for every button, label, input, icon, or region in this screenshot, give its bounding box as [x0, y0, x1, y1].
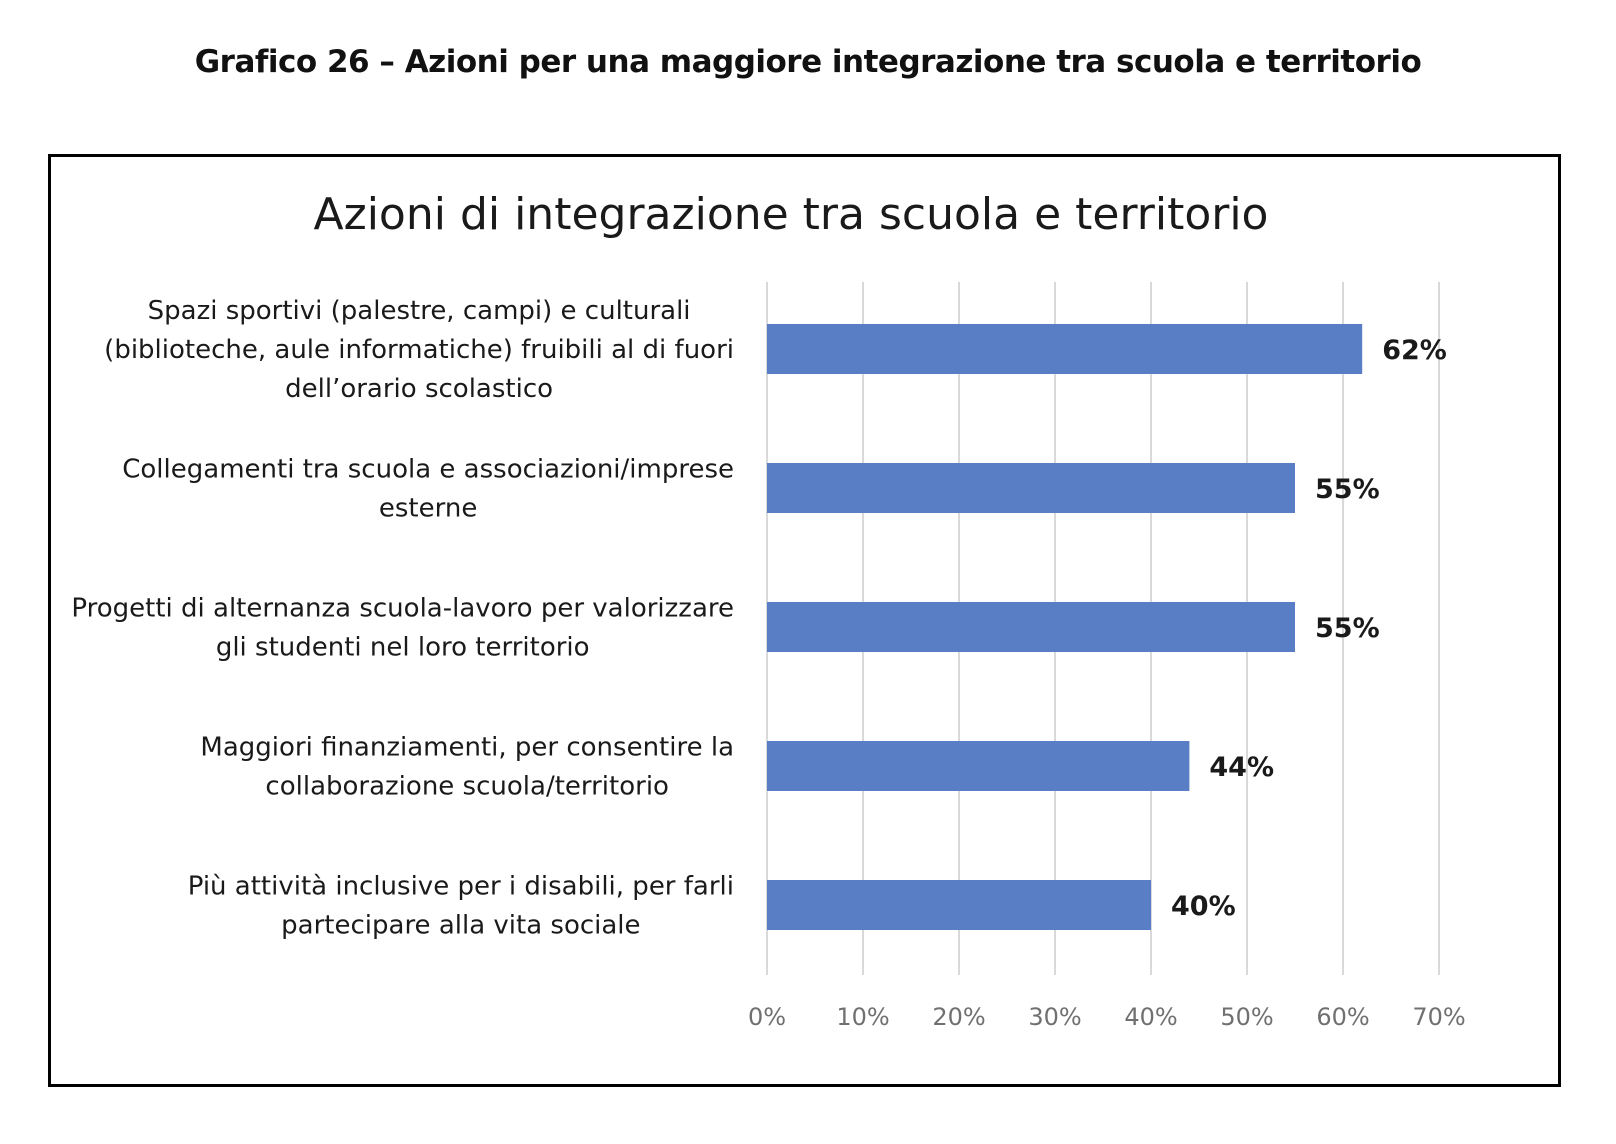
chart-title: Azioni di integrazione tra scuola e terr… — [314, 189, 1269, 240]
category-label: Maggiori finanziamenti, per consentire l… — [200, 733, 734, 802]
figure-caption: Grafico 26 – Azioni per una maggiore int… — [194, 44, 1422, 80]
x-tick-label: 60% — [1316, 1003, 1369, 1031]
x-tick-label: 10% — [836, 1003, 889, 1031]
bar — [767, 741, 1190, 791]
category-labels: Spazi sportivi (palestre, campi) e cultu… — [71, 296, 734, 941]
bar — [767, 463, 1295, 513]
data-labels: 62% 55% 55% 44% 40% — [1171, 335, 1447, 922]
bar-chart: Azioni di integrazione tra scuola e terr… — [71, 189, 1466, 1031]
x-axis-ticks: 0% 10% 20% 30% 40% 50% 60% 70% — [748, 1003, 1466, 1031]
category-label: Progetti di alternanza scuola-lavoro per… — [71, 594, 734, 663]
x-tick-label: 0% — [748, 1003, 786, 1031]
category-label: Spazi sportivi (palestre, campi) e cultu… — [104, 296, 734, 404]
chart-frame: Azioni di integrazione tra scuola e terr… — [48, 154, 1561, 1087]
bar — [767, 880, 1151, 930]
x-tick-label: 70% — [1412, 1003, 1465, 1031]
x-tick-label: 20% — [932, 1003, 985, 1031]
data-label: 62% — [1382, 335, 1447, 366]
bar — [767, 324, 1363, 374]
bars — [767, 324, 1363, 930]
data-label: 44% — [1209, 752, 1274, 783]
x-tick-label: 50% — [1220, 1003, 1273, 1031]
data-label: 40% — [1171, 891, 1236, 922]
category-label: Più attività inclusive per i disabili, p… — [188, 872, 734, 941]
data-label: 55% — [1315, 613, 1380, 644]
x-tick-label: 30% — [1028, 1003, 1081, 1031]
data-label: 55% — [1315, 474, 1380, 505]
category-label: Collegamenti tra scuola e associazioni/i… — [122, 455, 734, 524]
bar — [767, 602, 1295, 652]
x-tick-label: 40% — [1124, 1003, 1177, 1031]
